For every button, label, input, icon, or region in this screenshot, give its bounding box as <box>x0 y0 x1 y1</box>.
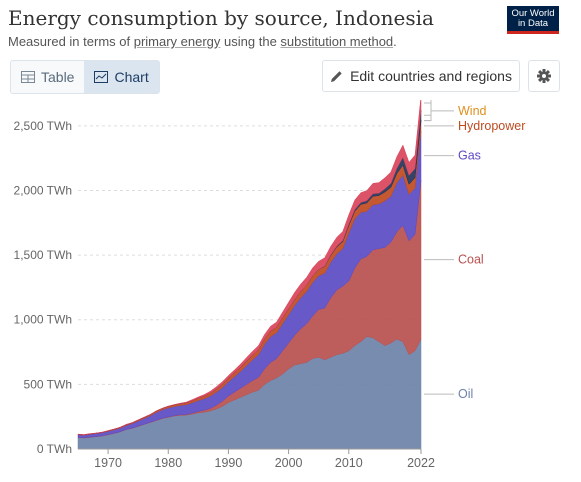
legend-label-hydropower[interactable]: Hydropower <box>458 119 525 133</box>
legend-connector <box>424 100 432 104</box>
y-tick-label: 0 TWh <box>37 442 72 456</box>
edit-countries-button[interactable]: Edit countries and regions <box>322 60 520 92</box>
legend-label-oil[interactable]: Oil <box>458 387 473 401</box>
legend-label-coal[interactable]: Coal <box>458 253 484 267</box>
pencil-icon <box>331 70 342 82</box>
settings-button[interactable] <box>528 60 560 92</box>
legend-label-gas[interactable]: Gas <box>458 149 481 163</box>
x-tick-label: 1970 <box>94 456 122 470</box>
tab-chart-label: Chart <box>114 69 149 85</box>
legend-label-solar[interactable]: Solar <box>458 100 487 103</box>
owid-logo[interactable]: Our World in Data <box>507 6 559 34</box>
x-tick-label: 2010 <box>335 456 363 470</box>
x-tick-label: 1980 <box>154 456 182 470</box>
chart-subtitle: Measured in terms of primary energy usin… <box>8 34 397 49</box>
y-tick-label: 500 TWh <box>24 377 72 391</box>
gear-icon <box>537 69 551 83</box>
x-tick-label: 1990 <box>215 456 243 470</box>
y-tick-label: 2,500 TWh <box>14 119 72 133</box>
y-tick-label: 1,500 TWh <box>14 248 72 262</box>
substitution-method-link[interactable]: substitution method <box>280 34 394 49</box>
y-tick-label: 1,000 TWh <box>14 313 72 327</box>
tab-table[interactable]: Table <box>11 61 84 93</box>
chart-title: Energy consumption by source, Indonesia <box>8 6 434 30</box>
tab-chart[interactable]: Chart <box>84 61 159 93</box>
legend-label-wind[interactable]: Wind <box>458 104 487 118</box>
primary-energy-link[interactable]: primary energy <box>133 34 221 49</box>
area-chart: 0 TWh 500 TWh 1,000 TWh 1,500 TWh 2,000 TWh 2… <box>14 100 525 470</box>
edit-countries-label: Edit countries and regions <box>350 68 512 84</box>
line-chart-icon <box>94 71 109 83</box>
y-tick-label: 2,000 TWh <box>14 183 72 197</box>
area-other-renewables[interactable] <box>77 100 422 436</box>
x-tick-label: 2022 <box>407 456 435 470</box>
tab-table-label: Table <box>41 69 75 85</box>
table-icon <box>21 71 35 83</box>
view-tabs: Table Chart <box>10 60 160 94</box>
legend-connector <box>424 100 432 116</box>
x-tick-label: 2000 <box>275 456 303 470</box>
